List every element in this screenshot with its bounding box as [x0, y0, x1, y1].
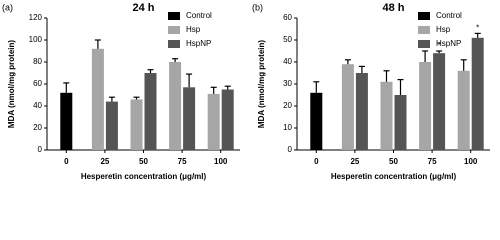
legend-label: HspNP: [186, 39, 211, 48]
y-axis-label: MDA (nmol/mg protein): [7, 40, 16, 128]
legend-swatch: [418, 40, 430, 48]
legend-label: Control: [186, 11, 212, 20]
panel-label: (b): [252, 2, 263, 12]
y-tick-label: 60: [33, 79, 42, 88]
chart-title: 24 h: [132, 2, 154, 14]
legend-label: Hsp: [436, 25, 451, 34]
error-bar: [422, 50, 429, 62]
y-tick-label: 60: [283, 13, 292, 22]
y-tick-label: 10: [283, 123, 292, 132]
bar: [457, 70, 470, 150]
x-tick-label: 0: [314, 157, 319, 166]
x-tick-label: 75: [428, 157, 437, 166]
x-tick-label: 50: [389, 157, 398, 166]
bar: [471, 37, 484, 150]
bar: [341, 64, 354, 150]
x-axis-label: Hesperetin concentration (μg/ml): [81, 172, 207, 181]
x-tick-label: 100: [464, 157, 478, 166]
legend-swatch: [168, 26, 180, 34]
x-tick-label: 25: [100, 157, 109, 166]
error-bar: [147, 69, 154, 73]
bar: [130, 99, 143, 150]
chart-title: 48 h: [382, 2, 404, 14]
error-bar: [383, 70, 390, 82]
legend-label: HspNP: [436, 39, 461, 48]
bar: [105, 101, 118, 150]
error-bar: [224, 85, 231, 90]
legend-swatch: [418, 12, 430, 20]
bar: [433, 53, 446, 151]
y-tick-label: 0: [288, 145, 293, 154]
y-tick-label: 40: [283, 57, 292, 66]
x-tick-label: 75: [178, 157, 187, 166]
y-tick-label: 20: [283, 101, 292, 110]
significance-marker: *: [438, 41, 441, 50]
error-bar: [460, 59, 467, 71]
y-axis-label: MDA (nmol/mg protein): [257, 40, 266, 128]
bar: [221, 89, 234, 150]
y-tick-label: 30: [283, 79, 292, 88]
error-bar: [313, 81, 320, 93]
y-tick-label: 40: [33, 101, 42, 110]
significance-marker: *: [476, 24, 479, 33]
y-tick-label: 20: [33, 123, 42, 132]
bar: [394, 95, 407, 150]
bar: [207, 93, 220, 150]
legend-swatch: [168, 12, 180, 20]
error-bar: [108, 96, 115, 102]
error-bar: [63, 82, 70, 93]
bar: [355, 73, 368, 150]
x-axis-label: Hesperetin concentration (μg/ml): [331, 172, 457, 181]
error-bar: [172, 58, 179, 62]
error-bar: [186, 73, 193, 88]
y-tick-label: 120: [29, 13, 43, 22]
figure: (a) 24 h MDA (nmol/mg protein) Hesperetin c…: [2, 2, 490, 181]
error-bar: [344, 59, 351, 65]
bar: [380, 81, 393, 150]
legend-swatch: [418, 26, 430, 34]
bar: [169, 62, 182, 150]
error-bar: [397, 78, 404, 95]
x-tick-label: 25: [350, 157, 359, 166]
legend-swatch: [168, 40, 180, 48]
bar: [419, 62, 432, 150]
error-bar: [94, 39, 101, 49]
bar: [91, 48, 104, 150]
legend-label: Hsp: [186, 25, 201, 34]
x-tick-label: 0: [64, 157, 69, 166]
y-tick-label: 100: [29, 35, 43, 44]
bar: [310, 92, 323, 150]
error-bar: [133, 96, 140, 100]
x-tick-label: 100: [214, 157, 228, 166]
y-tick-label: 80: [33, 57, 42, 66]
error-bar: [210, 86, 217, 94]
bar: [144, 73, 157, 150]
bar: [60, 92, 73, 150]
y-tick-label: 0: [38, 145, 43, 154]
legend-label: Control: [436, 11, 462, 20]
bar: [183, 87, 196, 150]
error-bar: [436, 50, 443, 54]
x-tick-label: 50: [139, 157, 148, 166]
error-bar: [474, 32, 481, 38]
y-tick-label: 50: [283, 35, 292, 44]
error-bar: [358, 65, 365, 73]
panel-label: (a): [2, 2, 13, 12]
